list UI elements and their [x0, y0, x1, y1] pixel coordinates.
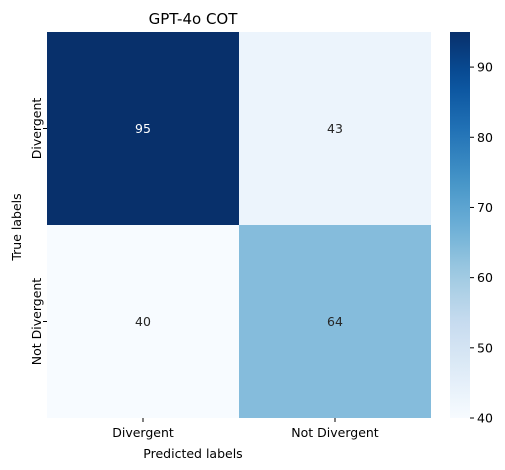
x-axis-label: Predicted labels	[143, 446, 242, 461]
y-tick-label: Divergent	[29, 98, 44, 160]
colorbar-tick-label: 60	[477, 270, 493, 285]
heatmap-cell	[239, 32, 431, 225]
heatmap-cell	[47, 32, 239, 225]
cell-value-label: 95	[135, 121, 151, 136]
heatmap-cells	[47, 32, 431, 418]
cell-value-label: 40	[135, 314, 151, 329]
y-axis-ticks: Divergent Not Divergent	[29, 98, 47, 366]
cell-value-labels: 95 43 40 64	[135, 121, 343, 329]
x-tick-label: Not Divergent	[291, 425, 379, 440]
colorbar-tick-label: 40	[477, 411, 493, 426]
heatmap-cell	[239, 225, 431, 418]
colorbar-tick-label: 80	[477, 130, 493, 145]
cell-value-label: 64	[327, 314, 343, 329]
y-tick-label: Not Divergent	[29, 278, 44, 366]
colorbar-tick-label: 90	[477, 60, 493, 75]
colorbar	[450, 32, 470, 418]
colorbar-tick-label: 70	[477, 200, 493, 215]
colorbar-tick-label: 50	[477, 340, 493, 355]
y-axis-label: True labels	[9, 193, 24, 261]
colorbar-ticks: 40 50 60 70 80 90	[470, 60, 493, 426]
heatmap-cell	[47, 225, 239, 418]
x-tick-label: Divergent	[112, 425, 174, 440]
chart-title: GPT-4o COT	[149, 10, 239, 28]
cell-value-label: 43	[327, 121, 343, 136]
x-axis-ticks: Divergent Not Divergent	[112, 418, 379, 440]
